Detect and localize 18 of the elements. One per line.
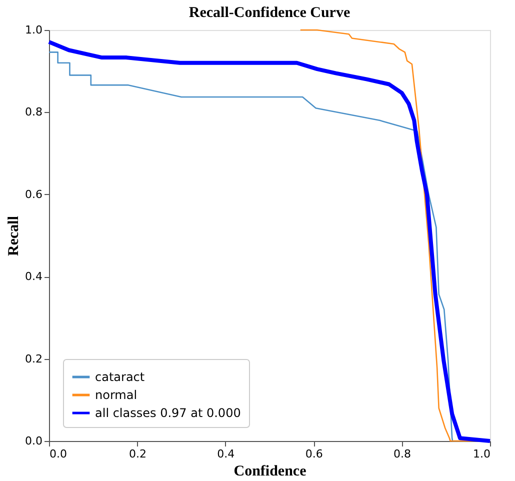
y-axis-title: Recall xyxy=(6,216,22,256)
x-tick-label: 0.2 xyxy=(128,448,146,460)
x-tick-label: 0.8 xyxy=(394,448,412,460)
x-tick-label: 1.0 xyxy=(473,448,490,460)
y-tick-label: 0.4 xyxy=(25,270,42,284)
y-tick-label: 1.0 xyxy=(25,24,42,36)
legend-label: all classes 0.97 at 0.000 xyxy=(95,406,241,420)
legend-label: normal xyxy=(95,388,138,402)
y-tick-label: 0.2 xyxy=(25,352,42,366)
chart-title: Recall-Confidence Curve xyxy=(188,5,350,21)
x-tick-label: 0.0 xyxy=(50,448,67,460)
y-tick-label: 0.8 xyxy=(25,106,42,119)
y-tick-label: 0.0 xyxy=(25,434,42,448)
x-axis-title: Confidence xyxy=(234,464,307,480)
legend-label: cataract xyxy=(95,370,145,384)
x-tick-label: 0.6 xyxy=(305,448,323,460)
x-tick-label: 0.4 xyxy=(217,448,235,460)
y-tick-label: 0.6 xyxy=(25,188,42,201)
